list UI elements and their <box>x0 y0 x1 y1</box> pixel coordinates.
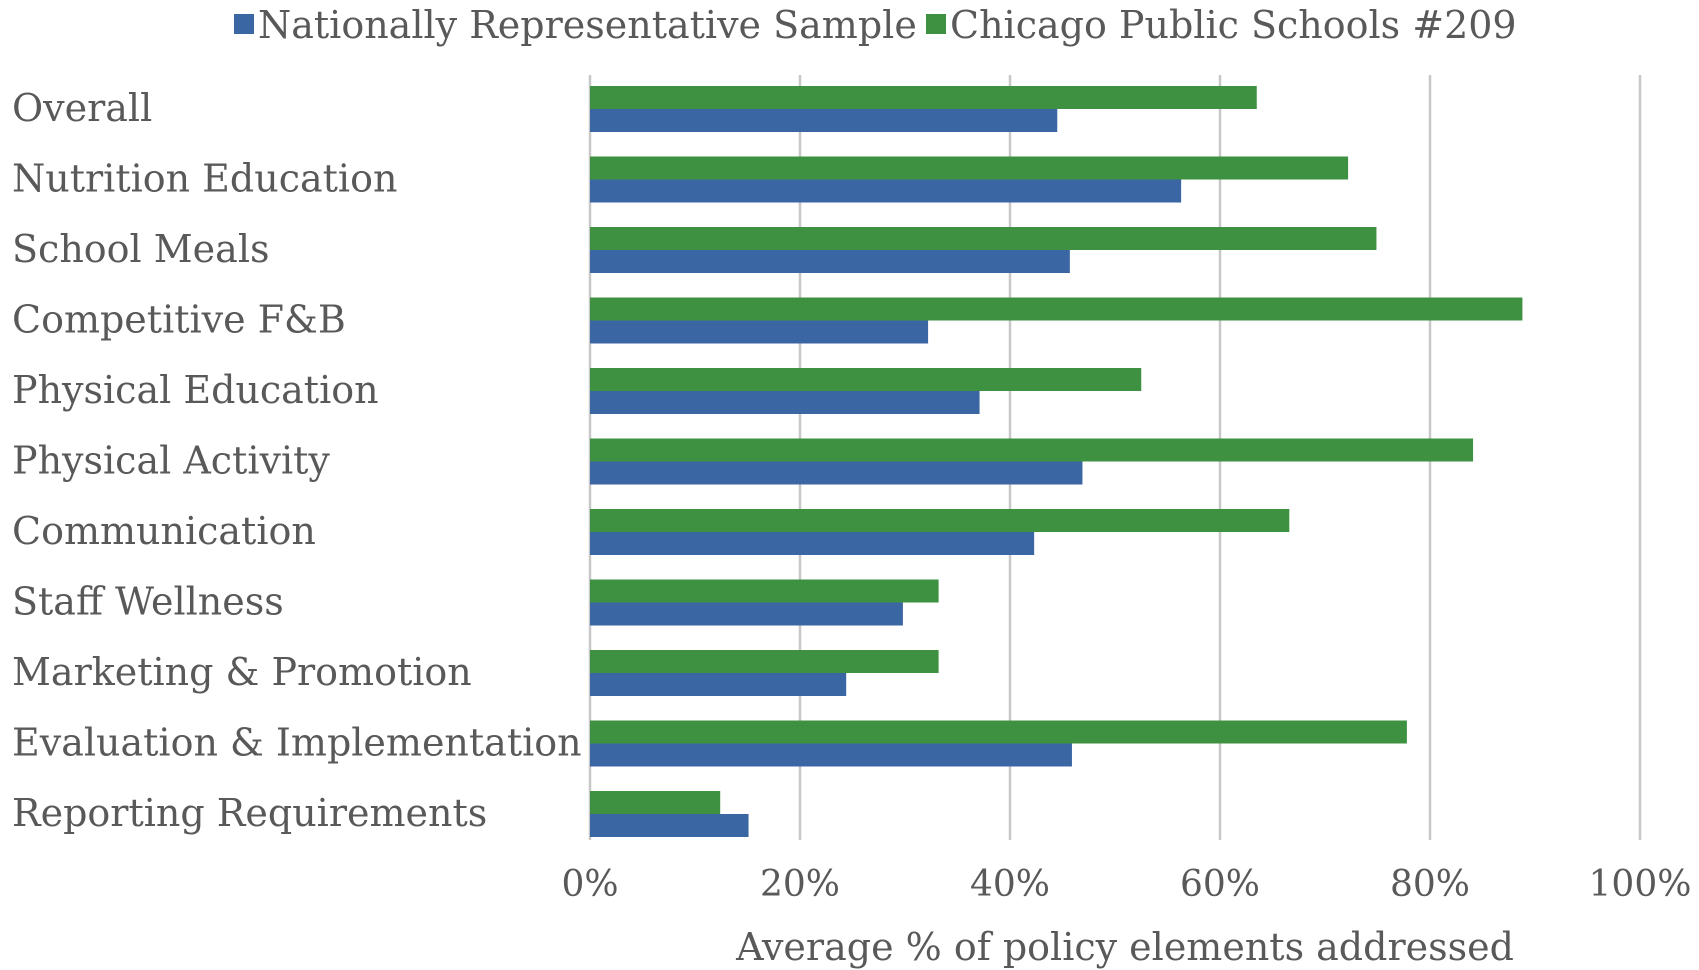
bar-national <box>590 743 1072 767</box>
legend-swatch <box>234 14 254 34</box>
category-label: School Meals <box>12 227 269 271</box>
bar-chicago <box>590 297 1523 321</box>
bar-national <box>590 179 1182 203</box>
category-label: Marketing & Promotion <box>12 650 472 694</box>
x-tick-label: 100% <box>1589 864 1692 905</box>
x-tick-label: 40% <box>970 864 1050 905</box>
category-labels: Overall Nutrition Education School Meals Co… <box>12 86 582 835</box>
bar-national <box>590 391 980 414</box>
bar-chicago <box>590 227 1377 250</box>
bar-chicago <box>590 720 1407 744</box>
category-label: Physical Activity <box>12 439 330 483</box>
bar-national <box>590 673 847 696</box>
category-label: Physical Education <box>12 368 379 412</box>
x-tick-label: 60% <box>1180 864 1260 905</box>
x-axis-title: Average % of policy elements addressed <box>735 925 1514 969</box>
category-label: Communication <box>12 509 316 553</box>
bar-chicago <box>590 156 1349 180</box>
category-label: Evaluation & Implementation <box>12 721 582 765</box>
bar-national <box>590 250 1070 273</box>
bar-national <box>590 532 1035 555</box>
bar-national <box>590 814 749 837</box>
category-label: Reporting Requirements <box>12 791 487 835</box>
legend-swatch <box>926 14 946 34</box>
bar-chicago <box>590 791 721 814</box>
category-label: Overall <box>12 86 152 130</box>
bar-national <box>590 461 1083 485</box>
x-tick-label: 0% <box>561 864 618 905</box>
bar-chicago <box>590 438 1474 462</box>
bar-chicago <box>590 368 1142 391</box>
bar-national <box>590 320 929 344</box>
bar-national <box>590 602 903 626</box>
legend: Nationally Representative Sample Chicago … <box>234 3 1517 47</box>
x-tick-labels: 0% 20% 40% 60% 80% 100% <box>561 864 1691 905</box>
legend-label: Chicago Public Schools #209 <box>950 3 1517 47</box>
x-tick-label: 20% <box>760 864 840 905</box>
bar-chicago <box>590 86 1257 109</box>
category-label: Nutrition Education <box>12 157 397 201</box>
bar-chicago <box>590 579 939 603</box>
legend-label: Nationally Representative Sample <box>258 3 917 47</box>
bar-chicago <box>590 509 1290 532</box>
bar-national <box>590 109 1058 132</box>
category-label: Competitive F&B <box>12 298 346 342</box>
x-tick-label: 80% <box>1390 864 1470 905</box>
bars <box>590 86 1523 837</box>
category-label: Staff Wellness <box>12 580 284 624</box>
bar-chicago <box>590 650 939 673</box>
